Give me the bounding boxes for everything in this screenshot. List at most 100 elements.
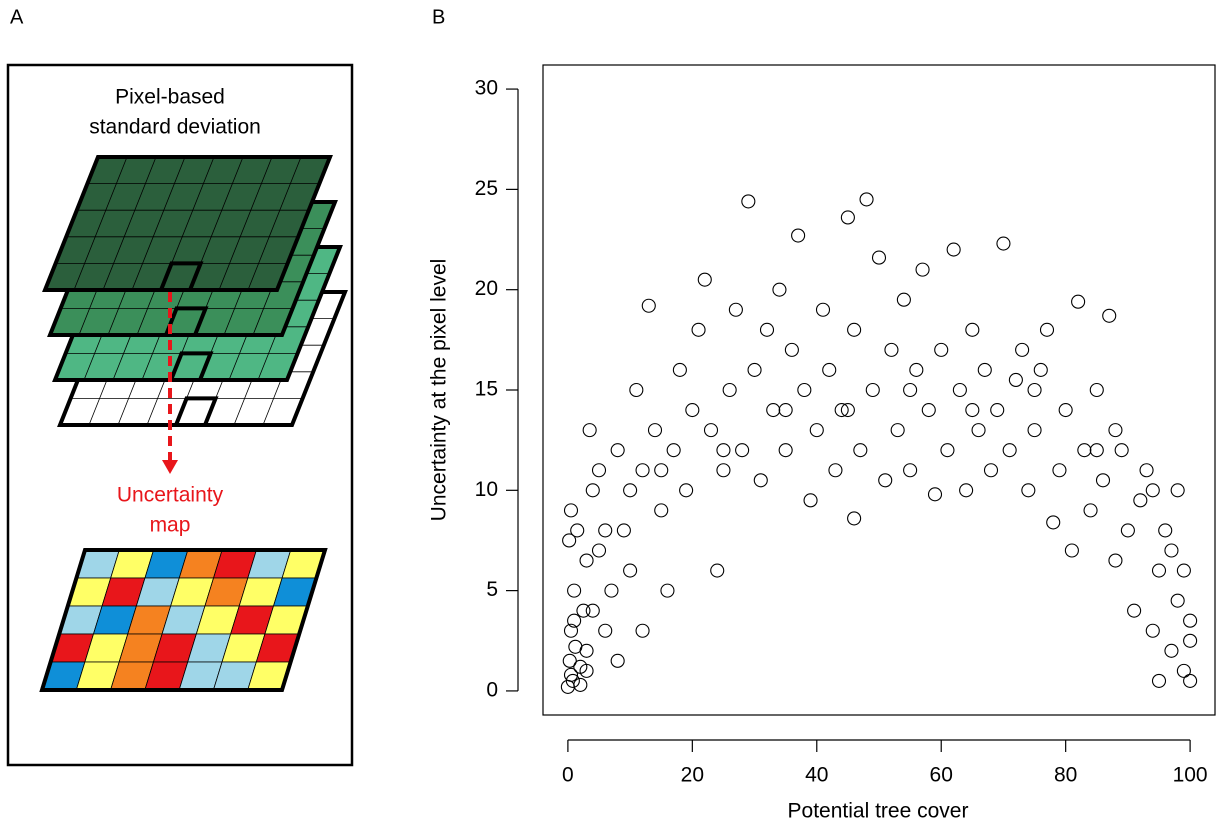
arrow-head bbox=[162, 460, 178, 474]
point bbox=[996, 236, 1011, 251]
point bbox=[623, 483, 638, 498]
point bbox=[747, 362, 762, 377]
point bbox=[834, 403, 849, 418]
point bbox=[591, 543, 607, 558]
point bbox=[1064, 543, 1079, 558]
point bbox=[1176, 663, 1191, 678]
point bbox=[610, 443, 625, 458]
point bbox=[903, 463, 918, 478]
point bbox=[965, 403, 980, 418]
point bbox=[666, 443, 681, 458]
point bbox=[585, 603, 600, 618]
point bbox=[915, 262, 930, 277]
point bbox=[672, 362, 687, 377]
point bbox=[890, 423, 905, 438]
y-tick-label: 15 bbox=[475, 378, 498, 401]
cell-line bbox=[73, 156, 128, 291]
point bbox=[579, 643, 594, 658]
point bbox=[847, 511, 862, 526]
y-tick-label: 20 bbox=[475, 277, 498, 300]
x-tick-label: 40 bbox=[805, 764, 828, 787]
point bbox=[691, 322, 706, 337]
point bbox=[865, 382, 880, 398]
point bbox=[716, 443, 731, 458]
x-tick-label: 100 bbox=[1173, 764, 1208, 787]
point bbox=[903, 382, 918, 398]
point bbox=[766, 403, 781, 418]
y-tick-label: 10 bbox=[475, 478, 498, 501]
point bbox=[722, 382, 737, 398]
point bbox=[1114, 443, 1129, 458]
x-tick-label: 80 bbox=[1054, 764, 1077, 787]
point bbox=[563, 503, 579, 518]
plot: 0 20 40 60 80 100 0 5 10 15 20 25 30 bbox=[475, 77, 1208, 787]
y-tick-label: 5 bbox=[486, 578, 498, 601]
point bbox=[959, 483, 974, 498]
point bbox=[1008, 372, 1023, 388]
point bbox=[815, 302, 831, 317]
point bbox=[1170, 483, 1185, 498]
point bbox=[1151, 673, 1167, 688]
point bbox=[635, 623, 650, 638]
layer-stack bbox=[42, 155, 348, 427]
point bbox=[840, 403, 855, 418]
point bbox=[563, 623, 579, 638]
x-axis-title: Potential tree cover bbox=[788, 800, 969, 823]
point bbox=[570, 523, 585, 538]
point bbox=[660, 583, 675, 598]
point bbox=[946, 242, 961, 257]
point bbox=[1058, 403, 1073, 418]
point bbox=[1164, 643, 1179, 658]
point bbox=[1164, 543, 1179, 558]
point bbox=[1120, 523, 1135, 538]
x-tick-label: 60 bbox=[930, 764, 953, 787]
cell-line bbox=[131, 156, 186, 291]
output-label: map bbox=[150, 514, 191, 537]
point bbox=[654, 463, 669, 478]
point bbox=[1095, 473, 1111, 488]
point bbox=[778, 443, 793, 458]
point bbox=[604, 583, 619, 598]
point bbox=[1071, 294, 1086, 309]
point bbox=[728, 302, 743, 317]
point bbox=[934, 342, 949, 357]
point bbox=[1108, 423, 1123, 438]
y-tick-label: 0 bbox=[486, 678, 498, 701]
point bbox=[576, 603, 591, 618]
point bbox=[828, 463, 843, 478]
y-tick-label: 25 bbox=[475, 177, 498, 200]
cell-line bbox=[102, 156, 157, 291]
point bbox=[582, 423, 597, 438]
point bbox=[598, 523, 613, 538]
point bbox=[759, 322, 775, 337]
highlight-cell bbox=[168, 351, 214, 382]
point bbox=[853, 443, 868, 458]
point bbox=[1033, 362, 1048, 377]
panel-label: B bbox=[432, 6, 445, 28]
point bbox=[1158, 523, 1173, 538]
y-tick-label: 30 bbox=[475, 77, 498, 100]
y-axis-title: Uncertainty at the pixel level bbox=[428, 259, 451, 522]
point bbox=[573, 659, 588, 674]
point bbox=[641, 298, 656, 313]
point bbox=[647, 423, 663, 438]
point bbox=[1089, 443, 1104, 458]
point bbox=[563, 667, 579, 682]
point bbox=[896, 292, 911, 307]
point bbox=[965, 322, 980, 337]
point bbox=[1039, 322, 1055, 337]
point bbox=[1027, 382, 1042, 398]
highlight-cell bbox=[173, 396, 219, 427]
point bbox=[803, 493, 818, 508]
point bbox=[565, 673, 580, 688]
point bbox=[753, 473, 768, 488]
point bbox=[623, 563, 638, 578]
point bbox=[1127, 603, 1142, 618]
point bbox=[878, 473, 893, 488]
point bbox=[697, 272, 712, 287]
point bbox=[1176, 563, 1191, 578]
output-label: Uncertainty bbox=[117, 484, 224, 507]
point bbox=[971, 423, 986, 438]
point bbox=[735, 443, 750, 458]
point bbox=[1183, 673, 1198, 688]
